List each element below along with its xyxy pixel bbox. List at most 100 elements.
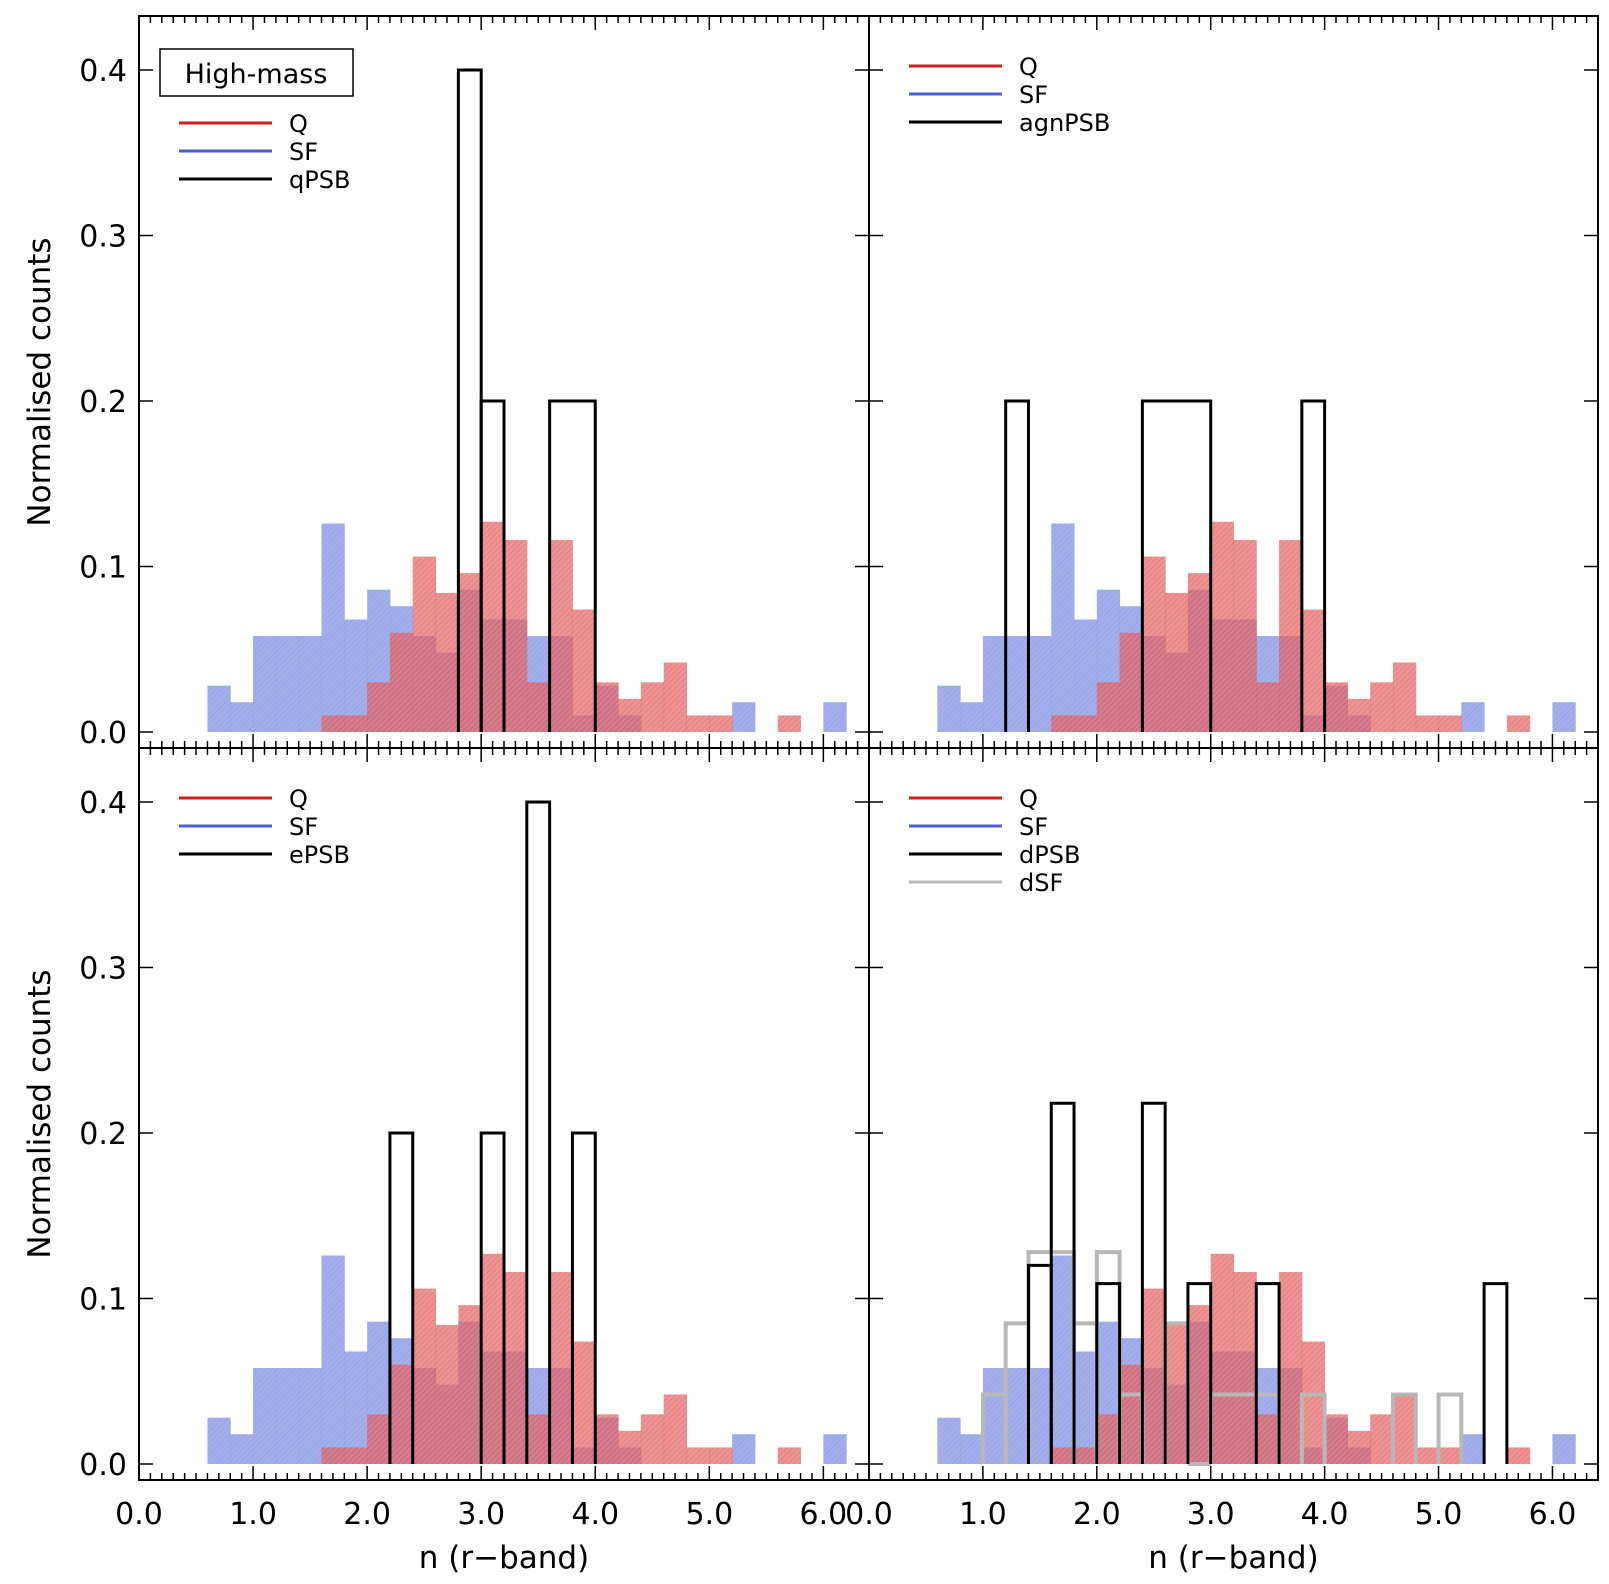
x-axis-label: n (r−band) [419, 1540, 589, 1576]
y-tick-label: 0.1 [79, 551, 127, 586]
sf-bar [1074, 1351, 1098, 1464]
q-bar [1096, 1414, 1121, 1464]
q-bar [367, 682, 391, 732]
psb-bar [479, 399, 506, 732]
q-bar [549, 1272, 573, 1464]
q-bar [618, 1430, 642, 1464]
sf-bar [298, 1368, 322, 1464]
q-bar [777, 715, 802, 732]
sf-bar [1461, 702, 1485, 732]
q-bar [389, 1364, 414, 1464]
sf-bar [321, 523, 345, 732]
x-tick-label: 5.0 [1415, 1497, 1463, 1532]
sf-bar [253, 1368, 277, 1464]
psb-bar [479, 1131, 506, 1464]
q-bar [640, 682, 665, 732]
q-bar [777, 1447, 802, 1464]
q-bar [526, 1414, 551, 1464]
sf-bar [732, 702, 756, 732]
q-bar [1415, 715, 1440, 732]
dsf-bar [1390, 1392, 1418, 1464]
q-bar [1256, 682, 1280, 732]
q-bar [504, 540, 528, 732]
psb-bar [1095, 1282, 1122, 1464]
x-tick-label: 2.0 [343, 1497, 391, 1532]
q-bar [1165, 1324, 1189, 1464]
q-bar [549, 540, 573, 732]
sf-bar [982, 1368, 1007, 1464]
sf-bar [1461, 1434, 1485, 1464]
sf-bar [823, 702, 847, 732]
sf-bar [298, 636, 322, 732]
q-bar [458, 1305, 482, 1464]
q-bar [1392, 662, 1417, 732]
panel-title: High-mass [185, 59, 328, 90]
legend-label: Q [1019, 53, 1038, 81]
psb-bar [388, 1131, 415, 1464]
q-bar [618, 698, 642, 732]
x-tick-label: 4.0 [571, 1497, 619, 1532]
legend-label: Q [1019, 785, 1038, 813]
q-bar [344, 715, 368, 732]
q-bar [1074, 1447, 1098, 1464]
psb-bar [1140, 1101, 1167, 1464]
q-bar [595, 1414, 619, 1464]
q-bar [1392, 1394, 1417, 1464]
q-bar [504, 1272, 528, 1464]
sf-bar [253, 636, 277, 732]
sf-bar [1028, 636, 1052, 732]
q-bar [344, 1447, 368, 1464]
legend-label: Q [289, 110, 308, 138]
q-bar [1187, 573, 1212, 732]
q-bar [1119, 1364, 1143, 1464]
q-bar [1187, 1305, 1212, 1464]
q-bar [686, 1447, 710, 1464]
q-bar [1347, 1430, 1371, 1464]
x-tick-label: 6.0 [800, 1497, 848, 1532]
q-bar [367, 1414, 391, 1464]
legend-label: dPSB [1019, 841, 1080, 869]
x-tick-label: 4.0 [1301, 1497, 1349, 1532]
sf-bar [1051, 523, 1075, 732]
q-bar [1074, 715, 1098, 732]
q-bar [1415, 1447, 1440, 1464]
q-bar [412, 556, 437, 732]
q-bar [481, 521, 505, 732]
q-bar [1506, 1447, 1531, 1464]
legend-label: qPSB [289, 166, 350, 194]
sf-bar [1028, 1368, 1052, 1464]
q-bar [1051, 1447, 1075, 1464]
q-bar [1370, 1414, 1394, 1464]
x-tick-label: 3.0 [457, 1497, 505, 1532]
q-bar [572, 609, 596, 732]
q-bar [686, 715, 710, 732]
q-bar [412, 1288, 437, 1464]
sf-bar [937, 685, 961, 732]
sf-bar [230, 702, 254, 732]
q-bar [1119, 632, 1143, 732]
legend-label: SF [289, 813, 318, 841]
sf-bar [960, 1434, 984, 1464]
x-tick-label: 1.0 [959, 1497, 1007, 1532]
legend-label: Q [289, 785, 308, 813]
legend-label: ePSB [289, 841, 350, 869]
sf-bar [982, 636, 1007, 732]
title-box [159, 48, 354, 97]
x-tick-label: 5.0 [685, 1497, 733, 1532]
legend-label: agnPSB [1019, 109, 1110, 137]
y-tick-label: 0.0 [79, 1448, 127, 1483]
psb-bar [1049, 1101, 1076, 1464]
q-bar [1324, 1414, 1348, 1464]
q-bar [572, 1341, 596, 1464]
psb-bar [1186, 1282, 1213, 1464]
y-tick-label: 0.4 [79, 54, 127, 89]
sf-bar [1005, 636, 1029, 732]
psb-bar [570, 1131, 597, 1464]
q-bar [1210, 1253, 1234, 1464]
legend-label: SF [1019, 813, 1048, 841]
panel-bottom-left: 0.0 0.1 0.2 0.3 0.4 0.0 1.0 2.0 3.0 4.0 5.0 6.0 Norm… [22, 747, 870, 1576]
sf-bar [1552, 702, 1576, 732]
sf-bar [937, 1417, 961, 1464]
psb-bar [1254, 1282, 1281, 1464]
